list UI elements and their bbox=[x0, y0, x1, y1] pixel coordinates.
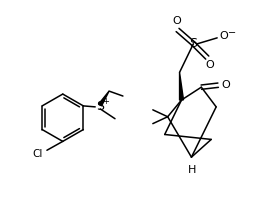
Text: O: O bbox=[222, 80, 230, 90]
Text: O: O bbox=[172, 16, 181, 26]
Text: Cl: Cl bbox=[33, 149, 43, 159]
Text: H: H bbox=[188, 165, 197, 175]
Polygon shape bbox=[99, 91, 109, 106]
Text: S: S bbox=[96, 100, 104, 113]
Text: O: O bbox=[220, 31, 228, 41]
Text: −: − bbox=[228, 28, 236, 38]
Polygon shape bbox=[180, 72, 184, 100]
Text: S: S bbox=[189, 37, 197, 50]
Text: O: O bbox=[206, 60, 215, 71]
Text: +: + bbox=[103, 98, 110, 106]
